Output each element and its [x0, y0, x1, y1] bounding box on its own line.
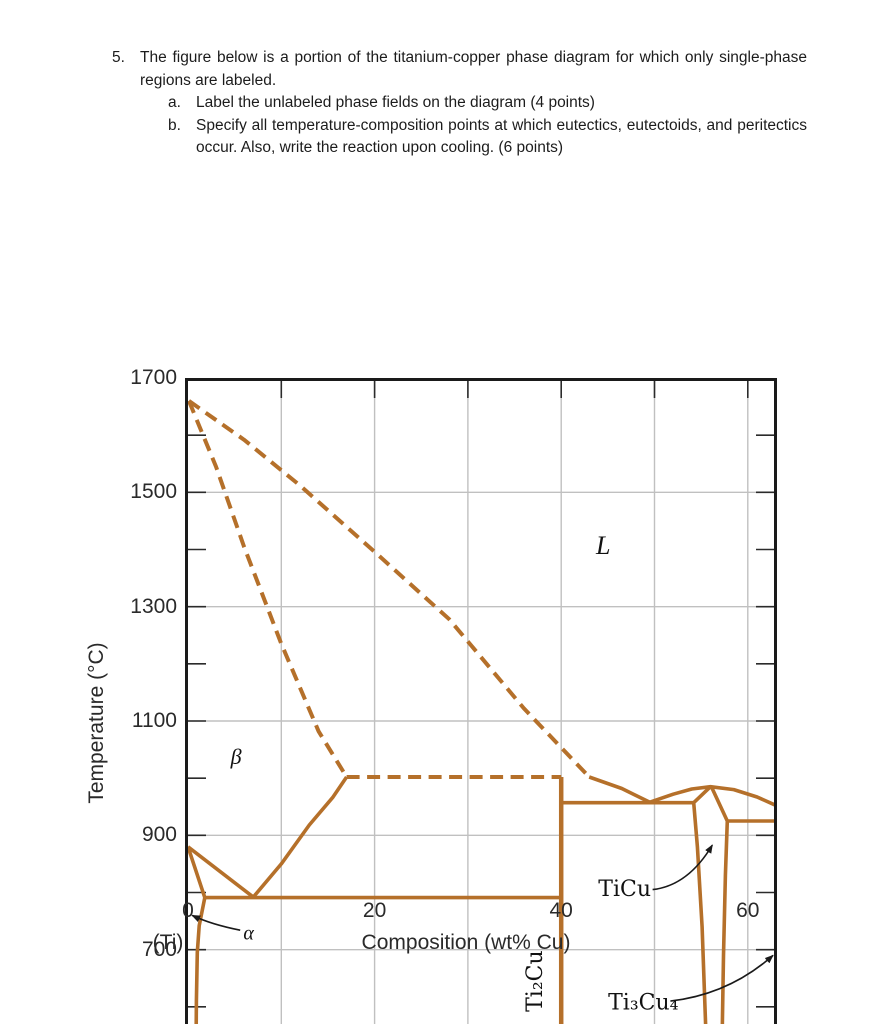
region-label-ti3cu4: Ti₃Cu₄ — [608, 990, 679, 1015]
region-label-alpha: α — [243, 922, 254, 944]
item-a-text: Label the unlabeled phase fields on the … — [196, 94, 595, 112]
problem-statement-block: 5. The figure below is a portion of the … — [112, 47, 812, 160]
alpha-arrow — [191, 914, 241, 931]
y-tick-label: 1700 — [130, 366, 177, 389]
item-b-marker: b. — [168, 116, 181, 134]
x-tick-label: 60 — [736, 899, 760, 922]
y-tick-label: 700 — [141, 937, 177, 961]
y-tick-label: 1100 — [131, 709, 177, 732]
region-label-beta: β — [230, 744, 242, 769]
problem-text: The figure below is a portion of the tit… — [140, 49, 807, 89]
region-label-ticu: TiCu — [598, 877, 651, 902]
series-ticu-right-boundary — [709, 785, 730, 1024]
series-liquidus-solid — [588, 775, 651, 804]
plot-frame — [185, 378, 777, 1024]
phase-diagram-svg: Lβ α TiCu Ti₂Cu Ti₃Cu₄ — [185, 378, 777, 1024]
series-ticu-left-boundary — [691, 785, 712, 1024]
problem-item-b: b. Specify all temperature-composition p… — [168, 115, 812, 160]
item-b-text: Specify all temperature-composition poin… — [196, 116, 807, 157]
region-label-liquid: L — [595, 531, 610, 560]
series-alpha-beta-left-boundary — [186, 846, 207, 899]
series-liquidus-dashed — [187, 399, 591, 779]
y-tick-label: 900 — [141, 823, 177, 847]
x-tick-label: 0 — [182, 899, 194, 922]
region-label-ti2cu: Ti₂Cu — [523, 950, 548, 1012]
problem-number: 5. — [112, 49, 125, 66]
series-beta-transus — [186, 845, 255, 899]
ticu-arrow — [652, 844, 713, 891]
problem-item-a: a. Label the unlabeled phase fields on t… — [168, 92, 812, 115]
series-beta-phase-boundary — [251, 775, 349, 899]
x-origin-label: (Ti) — [152, 931, 184, 954]
problem-main-row: 5. The figure below is a portion of the … — [112, 47, 812, 92]
x-tick-label: 20 — [362, 899, 387, 922]
y-tick-label: 1500 — [130, 480, 177, 504]
series-alpha-solvus — [194, 897, 207, 1024]
ti3cu4-arrow — [670, 954, 774, 1002]
x-tick-label: 40 — [549, 899, 573, 922]
y-tick-label: 1300 — [130, 594, 177, 618]
item-a-marker: a. — [168, 94, 181, 112]
x-axis-title: Composition (wt% Cu) — [361, 931, 571, 954]
series-beta-solidus-dashed — [187, 400, 349, 779]
